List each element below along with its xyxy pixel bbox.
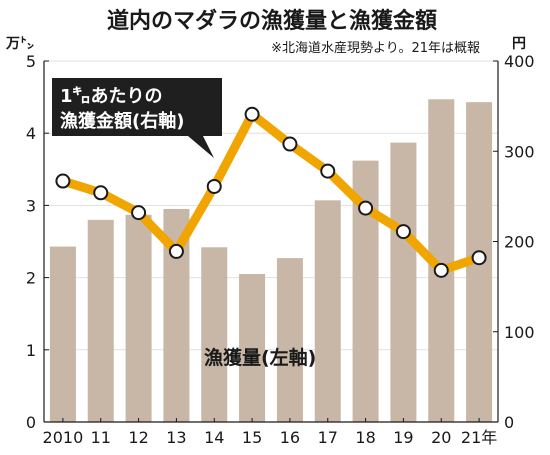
x-tick-label: 18 xyxy=(355,428,375,447)
point-20 xyxy=(433,262,449,278)
left-tick-label: 1 xyxy=(26,341,36,360)
x-axis-ticks: 2010 11 12 13 14 15 16 17 18 19 20 21年 xyxy=(43,418,497,447)
x-tick-label: 19 xyxy=(393,428,413,447)
x-tick-label: 21年 xyxy=(461,428,497,447)
right-tick-label: 200 xyxy=(504,233,535,252)
left-tick-label: 2 xyxy=(26,269,36,288)
point-17 xyxy=(320,163,336,179)
x-tick-label: 17 xyxy=(318,428,338,447)
bar-16 xyxy=(276,258,303,422)
point-13 xyxy=(168,243,184,259)
point-11 xyxy=(93,185,109,201)
bar-14 xyxy=(201,247,228,422)
bar-19 xyxy=(390,142,417,422)
right-axis-ticks: 0 100 200 300 400 xyxy=(493,52,535,432)
point-16 xyxy=(282,136,298,152)
right-tick-label: 300 xyxy=(504,142,535,161)
x-tick-label: 2010 xyxy=(43,428,84,447)
line-legend-text-1: 1㌔あたりの xyxy=(60,86,163,107)
left-tick-label: 5 xyxy=(26,52,36,71)
line-series xyxy=(55,106,487,278)
bar-15 xyxy=(239,273,266,422)
bar-12 xyxy=(125,214,152,422)
x-tick-label: 15 xyxy=(242,428,262,447)
bar-legend-label: 漁獲量(左軸) xyxy=(204,346,316,369)
point-15 xyxy=(244,106,260,122)
point-18 xyxy=(358,200,374,216)
chart-title: 道内のマダラの漁獲量と漁獲金額 xyxy=(107,8,437,34)
left-axis-ticks: 0 1 2 3 4 5 xyxy=(26,52,49,432)
chart-subtitle: ※北海道水産現勢より。21年は概報 xyxy=(271,40,480,56)
line-legend-text-2: 漁獲金額(右軸) xyxy=(60,110,184,132)
x-tick-label: 16 xyxy=(280,428,300,447)
point-12 xyxy=(131,205,147,221)
point-19 xyxy=(395,224,411,240)
callout-box xyxy=(52,78,222,158)
bar-2010 xyxy=(49,246,76,422)
right-tick-label: 0 xyxy=(504,413,514,432)
point-14 xyxy=(206,178,222,194)
x-tick-label: 12 xyxy=(128,428,148,447)
bar-series xyxy=(49,99,493,423)
right-tick-label: 100 xyxy=(504,323,535,342)
x-tick-label: 11 xyxy=(91,428,111,447)
line-legend-callout: 1㌔あたりの 漁獲金額(右軸) xyxy=(52,78,222,158)
left-tick-label: 0 xyxy=(26,413,36,432)
point-2010 xyxy=(55,173,71,189)
price-line xyxy=(58,109,484,275)
bar-17 xyxy=(314,200,341,422)
point-21年 xyxy=(471,250,487,266)
right-tick-label: 400 xyxy=(504,52,535,71)
left-tick-label: 4 xyxy=(26,124,36,143)
left-axis-unit: 万㌧ xyxy=(5,36,34,52)
x-tick-label: 13 xyxy=(166,428,186,447)
left-tick-label: 3 xyxy=(26,196,36,215)
x-tick-label: 14 xyxy=(204,428,224,447)
x-tick-label: 20 xyxy=(431,428,451,447)
right-axis-unit: 円 xyxy=(512,36,526,52)
bar-11 xyxy=(87,219,114,422)
